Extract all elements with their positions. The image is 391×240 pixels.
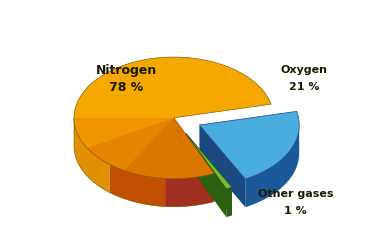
Polygon shape	[165, 174, 214, 207]
Polygon shape	[74, 57, 271, 179]
Text: Oxygen: Oxygen	[280, 65, 327, 75]
Polygon shape	[199, 111, 299, 179]
Polygon shape	[199, 125, 245, 207]
Polygon shape	[245, 125, 299, 207]
Polygon shape	[109, 164, 165, 207]
Text: 1 %: 1 %	[284, 206, 307, 216]
Text: 21 %: 21 %	[289, 83, 319, 92]
Polygon shape	[124, 118, 214, 179]
Polygon shape	[186, 133, 226, 217]
Polygon shape	[226, 187, 232, 217]
Text: 78 %: 78 %	[109, 81, 143, 94]
Polygon shape	[88, 118, 214, 179]
Text: Other gases: Other gases	[258, 189, 333, 199]
Polygon shape	[74, 118, 214, 179]
Polygon shape	[186, 133, 232, 189]
Polygon shape	[186, 133, 232, 216]
Polygon shape	[74, 118, 109, 192]
Polygon shape	[174, 118, 214, 202]
Text: Nitrogen: Nitrogen	[95, 64, 157, 77]
